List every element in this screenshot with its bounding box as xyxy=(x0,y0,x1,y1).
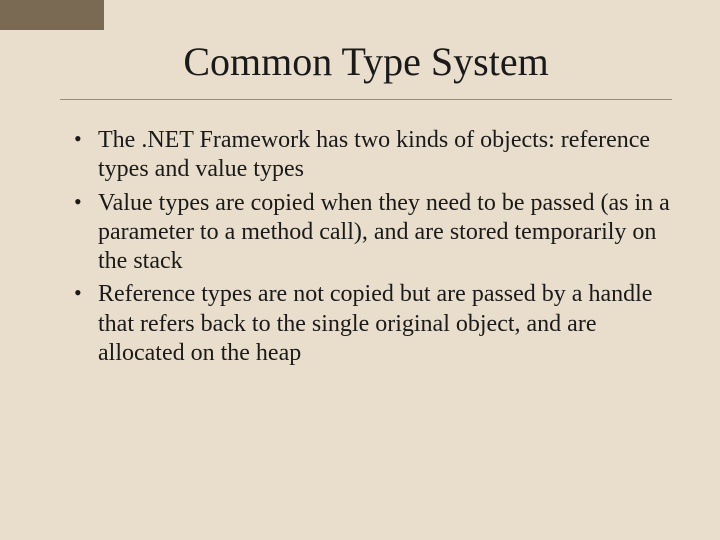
title-rule xyxy=(60,99,672,100)
corner-accent xyxy=(0,0,104,30)
slide: Common Type System The .NET Framework ha… xyxy=(0,0,720,540)
bullet-item: Reference types are not copied but are p… xyxy=(70,280,672,368)
bullet-item: The .NET Framework has two kinds of obje… xyxy=(70,126,672,185)
bullet-list: The .NET Framework has two kinds of obje… xyxy=(60,126,672,368)
slide-title: Common Type System xyxy=(60,38,672,85)
bullet-item: Value types are copied when they need to… xyxy=(70,189,672,277)
